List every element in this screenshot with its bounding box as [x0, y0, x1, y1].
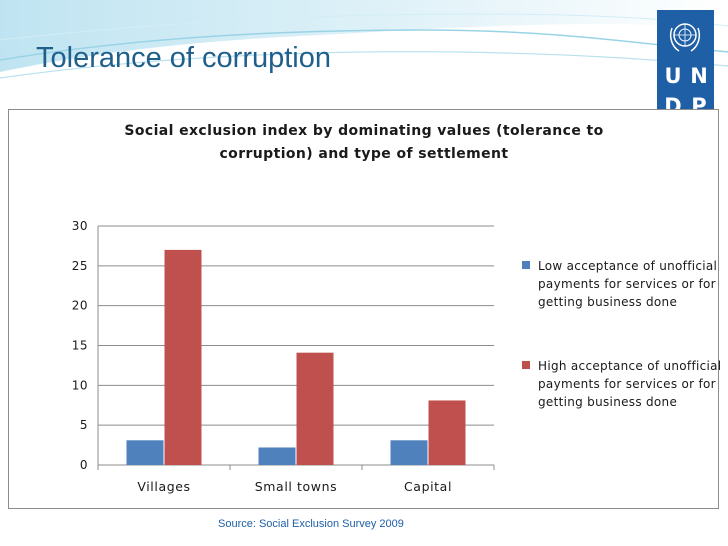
legend-item-high: High acceptance of unofficial payments f… — [522, 357, 722, 411]
bar-high-small-towns — [296, 352, 334, 465]
bar-low-capital — [390, 440, 428, 465]
y-tick-label: 20 — [72, 299, 88, 313]
legend-label-high: High acceptance of unofficial payments f… — [538, 359, 722, 409]
y-tick-label: 0 — [80, 458, 88, 472]
undp-logo: U N D P — [657, 10, 714, 122]
source-note: Source: Social Exclusion Survey 2009 — [218, 518, 404, 530]
legend-label-low: Low acceptance of unofficial payments fo… — [538, 259, 718, 309]
slide-title: Tolerance of corruption — [36, 42, 331, 74]
logo-letter-n: N — [690, 64, 708, 88]
y-tick-label: 5 — [80, 418, 88, 432]
bar-chart: 0 5 10 15 20 25 30 Villages Small towns Capital — [72, 219, 495, 494]
y-tick-label: 30 — [72, 219, 88, 233]
bar-low-small-towns — [258, 447, 296, 465]
logo-letter-u: U — [664, 64, 682, 88]
chart-title: Social exclusion index by dominating val… — [124, 123, 604, 162]
x-tick-label: Capital — [404, 479, 452, 494]
bar-low-villages — [126, 440, 164, 465]
legend-swatch-high — [522, 361, 530, 369]
legend-item-low: Low acceptance of unofficial payments fo… — [522, 257, 722, 311]
un-emblem-icon — [669, 23, 701, 52]
bar-high-villages — [164, 249, 202, 465]
y-tick-label: 15 — [72, 339, 88, 353]
bar-high-capital — [428, 400, 466, 465]
chart-legend: Low acceptance of unofficial payments fo… — [522, 257, 722, 411]
y-tick-label: 10 — [72, 378, 88, 392]
x-tick-label: Small towns — [255, 479, 338, 494]
y-tick-label: 25 — [72, 259, 88, 273]
legend-swatch-low — [522, 261, 530, 269]
x-tick-label: Villages — [137, 479, 190, 494]
